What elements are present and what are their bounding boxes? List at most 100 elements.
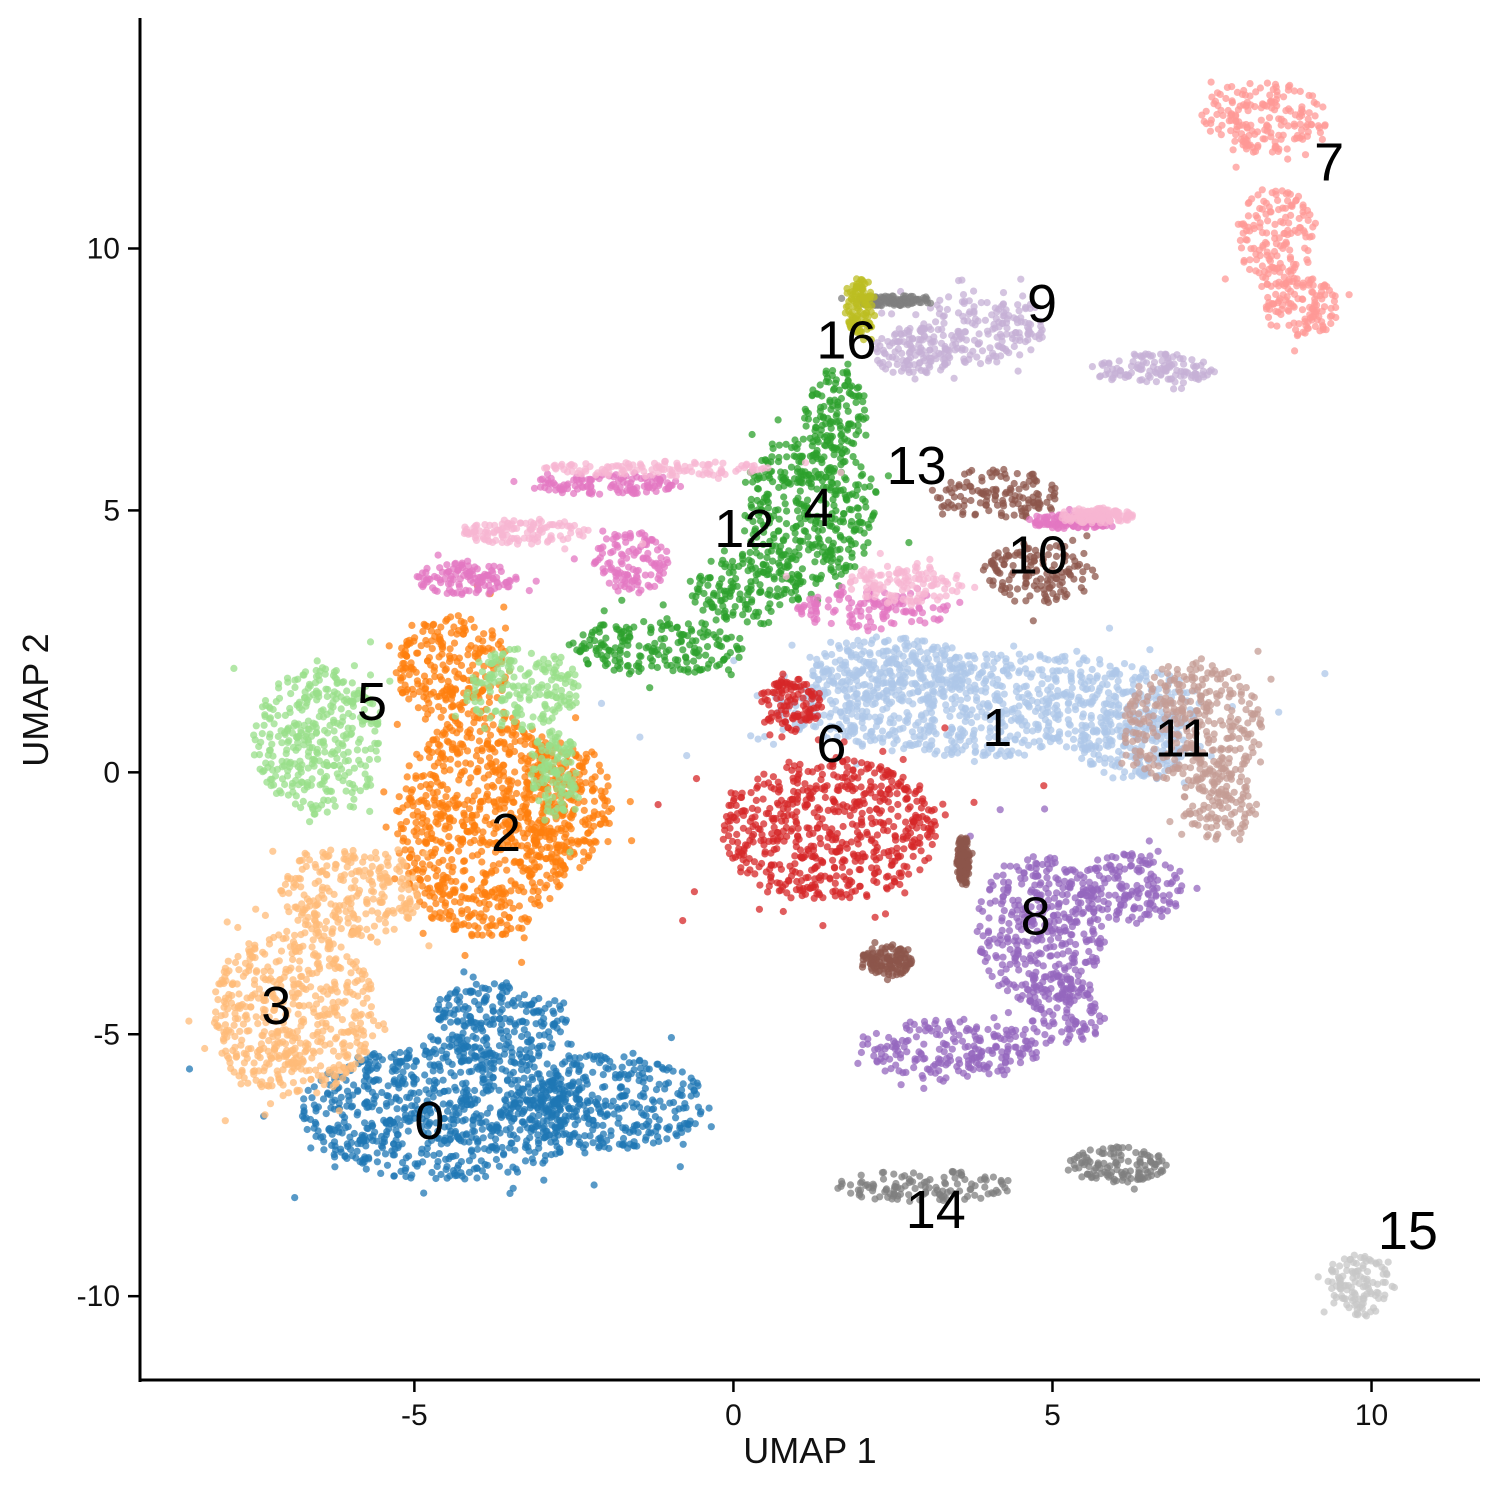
data-point bbox=[597, 787, 605, 795]
data-point bbox=[1047, 683, 1055, 691]
data-point bbox=[928, 702, 936, 710]
data-point bbox=[531, 1086, 539, 1094]
data-point bbox=[1028, 670, 1036, 678]
data-point bbox=[541, 1157, 549, 1165]
data-point bbox=[235, 990, 243, 998]
data-point bbox=[405, 695, 413, 703]
data-point bbox=[381, 919, 389, 927]
data-point bbox=[517, 1000, 526, 1009]
data-point bbox=[1018, 693, 1026, 702]
data-point bbox=[775, 453, 783, 462]
data-point bbox=[429, 1093, 437, 1101]
data-point bbox=[842, 639, 851, 647]
data-point bbox=[427, 1136, 436, 1144]
data-point bbox=[946, 665, 954, 673]
data-point bbox=[381, 1150, 390, 1158]
data-point bbox=[899, 671, 907, 680]
data-point bbox=[643, 1065, 651, 1073]
data-point bbox=[930, 688, 938, 696]
data-point bbox=[518, 1058, 527, 1066]
data-point bbox=[589, 1126, 597, 1134]
data-point bbox=[436, 754, 445, 762]
data-point bbox=[549, 828, 557, 836]
data-point bbox=[603, 1110, 611, 1118]
data-point bbox=[495, 1086, 503, 1094]
data-point bbox=[357, 1056, 365, 1064]
data-point bbox=[488, 781, 496, 790]
data-point bbox=[363, 896, 371, 904]
data-point bbox=[936, 689, 944, 698]
data-point bbox=[230, 1003, 238, 1012]
data-point bbox=[354, 915, 362, 923]
data-point bbox=[683, 1119, 691, 1127]
data-point bbox=[468, 875, 476, 884]
data-point bbox=[415, 837, 423, 846]
data-point bbox=[323, 1090, 332, 1098]
data-point bbox=[908, 651, 916, 659]
data-point bbox=[405, 1152, 413, 1160]
data-point bbox=[423, 745, 431, 753]
data-point bbox=[524, 1143, 532, 1151]
data-point bbox=[1071, 727, 1079, 735]
data-point bbox=[501, 624, 510, 632]
data-point bbox=[392, 1067, 400, 1075]
data-point bbox=[561, 833, 569, 841]
data-point bbox=[374, 1022, 382, 1030]
data-point bbox=[556, 1028, 565, 1036]
data-point bbox=[535, 994, 543, 1003]
data-point bbox=[575, 762, 583, 770]
data-point bbox=[185, 1017, 193, 1025]
data-point bbox=[360, 1134, 368, 1142]
data-point bbox=[1051, 704, 1059, 712]
data-point bbox=[293, 1027, 301, 1035]
data-point bbox=[556, 847, 564, 855]
data-point bbox=[353, 1147, 361, 1155]
data-point bbox=[501, 1045, 509, 1053]
data-point bbox=[376, 874, 384, 883]
data-point bbox=[535, 1052, 543, 1060]
data-point bbox=[460, 857, 468, 866]
data-point bbox=[447, 629, 455, 637]
data-point bbox=[436, 1089, 444, 1097]
data-point bbox=[445, 1035, 453, 1043]
data-point bbox=[1074, 696, 1082, 704]
data-point bbox=[539, 1086, 548, 1094]
data-point bbox=[301, 906, 309, 914]
data-point bbox=[1087, 684, 1096, 693]
data-point bbox=[399, 689, 407, 697]
data-point bbox=[404, 1127, 412, 1135]
data-point bbox=[410, 1062, 418, 1070]
data-point bbox=[451, 1129, 459, 1137]
data-point bbox=[474, 924, 482, 932]
data-point bbox=[650, 1105, 658, 1113]
data-point bbox=[1102, 741, 1110, 749]
data-point bbox=[602, 1064, 610, 1072]
data-point bbox=[910, 733, 918, 741]
data-point bbox=[852, 491, 860, 500]
data-point bbox=[463, 1098, 471, 1106]
data-point bbox=[230, 1068, 238, 1076]
data-point bbox=[365, 1154, 373, 1162]
data-point bbox=[500, 740, 508, 748]
data-point bbox=[952, 653, 960, 662]
data-point bbox=[479, 869, 487, 877]
data-point bbox=[482, 813, 490, 821]
data-point bbox=[898, 691, 906, 699]
data-point bbox=[323, 862, 331, 870]
data-point bbox=[613, 1103, 621, 1112]
data-point bbox=[243, 1054, 251, 1062]
data-point bbox=[504, 1168, 512, 1176]
data-point bbox=[474, 1137, 482, 1145]
data-point bbox=[384, 861, 392, 870]
data-point bbox=[300, 1095, 308, 1103]
data-point bbox=[847, 521, 855, 529]
data-point bbox=[427, 706, 435, 714]
data-point bbox=[250, 1059, 258, 1067]
data-point bbox=[482, 1118, 490, 1126]
data-point bbox=[481, 984, 489, 992]
data-point bbox=[426, 1119, 434, 1127]
data-point bbox=[500, 1050, 509, 1058]
data-point bbox=[554, 870, 563, 878]
data-point bbox=[452, 1152, 460, 1160]
data-point bbox=[441, 902, 449, 910]
